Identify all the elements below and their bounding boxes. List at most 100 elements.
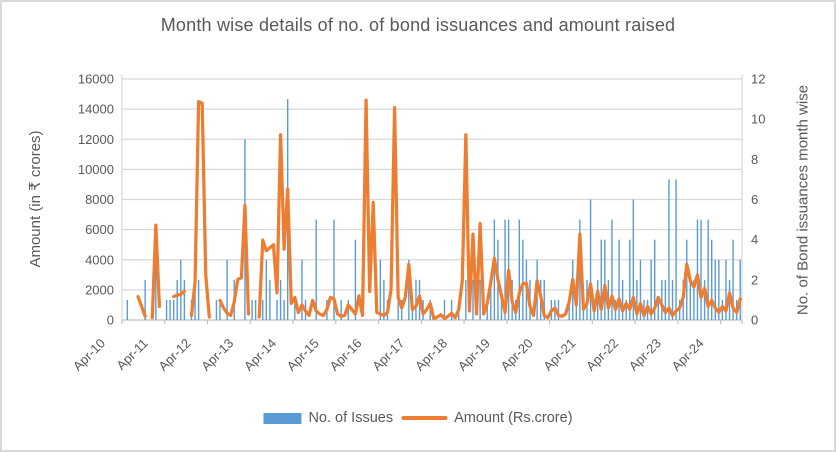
issue-count-bar <box>172 299 175 320</box>
y-axis-tick-label: 16000 <box>78 72 114 87</box>
x-axis-tick-label: Apr-16 <box>326 336 364 374</box>
y-axis-tick-label: 10 <box>751 112 765 127</box>
issue-count-bar <box>661 279 663 320</box>
x-axis-labels: Apr-10 Apr-11 Apr-12 Apr-13 Apr-14 Apr-15 Apr-… <box>70 336 707 374</box>
issue-count-bar <box>180 259 182 320</box>
y-axis-tick-label: 0 <box>751 313 758 328</box>
legend-item-no-of-issues: No. of Issues <box>263 410 393 426</box>
y-axis-tick-label: 14000 <box>78 102 114 117</box>
issue-count-bar <box>657 299 659 320</box>
issue-count-bar <box>276 299 278 320</box>
issue-count-bar <box>732 239 734 320</box>
issue-count-bar <box>479 279 481 320</box>
issue-count-bar <box>279 279 282 320</box>
issue-count-bar <box>283 299 285 320</box>
issue-count-bar <box>379 259 382 320</box>
y-axis-right-tick-labels: 0 2 4 6 8 10 12 <box>751 72 765 328</box>
issue-count-bar <box>714 259 716 320</box>
issue-count-bar <box>472 279 474 320</box>
issue-count-bar <box>721 299 724 320</box>
issue-count-bar <box>294 299 296 320</box>
issue-count-bar <box>579 219 581 320</box>
issue-count-bar <box>689 279 692 320</box>
issue-count-bar <box>383 279 385 320</box>
issue-count-bar <box>169 299 171 320</box>
issue-count-bar <box>450 299 453 320</box>
gridlines <box>122 78 742 291</box>
y-axis-left-tick-labels: 0 2000 4000 6000 8000 10000 12000 14000 16000 <box>78 72 114 328</box>
issue-count-bar <box>397 299 399 320</box>
issue-count-bar <box>625 299 627 320</box>
y-axis-tick-label: 2 <box>751 272 758 287</box>
issue-count-bar <box>621 279 624 320</box>
issue-count-bar <box>686 239 688 320</box>
issue-count-bar <box>589 199 592 320</box>
issue-count-bar <box>504 219 506 320</box>
y-axis-tick-label: 12000 <box>78 132 114 147</box>
issue-count-bar <box>215 299 218 320</box>
amount-line <box>136 98 742 321</box>
issue-count-bar <box>144 279 146 320</box>
issue-count-bar <box>543 279 545 320</box>
x-axis-tick-label: Apr-19 <box>455 336 493 374</box>
issue-count-bar <box>251 299 253 320</box>
x-axis-tick-label: Apr-21 <box>540 336 578 374</box>
issue-count-bar <box>518 219 520 320</box>
issue-count-bar <box>401 299 403 320</box>
issue-count-bar <box>675 179 677 320</box>
issue-count-bar <box>739 259 741 320</box>
y-axis-tick-label: 10000 <box>78 162 114 177</box>
issue-count-bar <box>693 279 695 320</box>
x-axis-tick-label: Apr-17 <box>369 336 407 374</box>
issue-count-bar <box>557 299 560 320</box>
issue-count-bar <box>493 219 496 320</box>
issue-count-bar <box>183 279 186 320</box>
issue-count-bar <box>176 279 178 320</box>
x-axis-tick-label: Apr-12 <box>155 336 193 374</box>
legend-item-amount: Amount (Rs.crore) <box>401 410 573 426</box>
issue-count-bar <box>632 199 635 320</box>
issue-count-bar <box>465 279 467 320</box>
x-axis-tick-label: Apr-20 <box>498 336 536 374</box>
x-axis-tick-label: Apr-22 <box>583 336 621 374</box>
issue-count-bar <box>700 219 702 320</box>
issue-count-bar <box>711 239 713 320</box>
y-axis-tick-label: 2000 <box>85 282 114 297</box>
issue-count-bar <box>611 219 613 320</box>
issue-count-bar <box>165 299 168 320</box>
issue-count-bar <box>600 239 602 320</box>
issue-count-bar <box>636 279 638 320</box>
x-axis-tick-label: Apr-18 <box>412 336 450 374</box>
issue-count-bar <box>650 259 652 320</box>
issue-count-bar <box>725 259 727 320</box>
issue-count-bar <box>486 299 488 320</box>
issue-count-bar <box>654 239 656 320</box>
y-axis-tick-label: 8 <box>751 152 758 167</box>
issue-count-bar <box>500 299 503 320</box>
y-axis-tick-label: 12 <box>751 72 765 87</box>
y-axis-tick-label: 6000 <box>85 222 114 237</box>
x-axis-tick-label: Apr-24 <box>669 336 707 374</box>
issue-count-bar <box>226 259 228 320</box>
legend-amount-label: Amount (Rs.crore) <box>454 410 573 426</box>
legend-issues-label: No. of Issues <box>308 410 394 426</box>
chart-legend: No. of Issues Amount (Rs.crore) <box>263 410 573 426</box>
y-axis-tick-label: 0 <box>107 313 114 328</box>
issue-count-bar <box>522 239 524 320</box>
issue-count-bar <box>315 219 317 320</box>
issue-count-bar <box>408 259 410 320</box>
issue-count-bar <box>269 279 271 320</box>
issue-count-bar <box>703 279 706 320</box>
issue-count-bar <box>265 259 268 320</box>
bar-swatch-icon <box>263 412 302 424</box>
issue-count-bar <box>639 259 642 320</box>
issue-count-bar <box>618 239 620 320</box>
y-axis-tick-label: 4 <box>751 232 758 247</box>
issue-count-bar <box>219 299 221 320</box>
issue-count-bar <box>333 219 335 320</box>
issue-count-bar <box>197 279 200 320</box>
issue-count-bar <box>604 239 606 320</box>
bars-no-of-issues <box>126 99 741 320</box>
line-swatch-icon <box>401 415 448 421</box>
